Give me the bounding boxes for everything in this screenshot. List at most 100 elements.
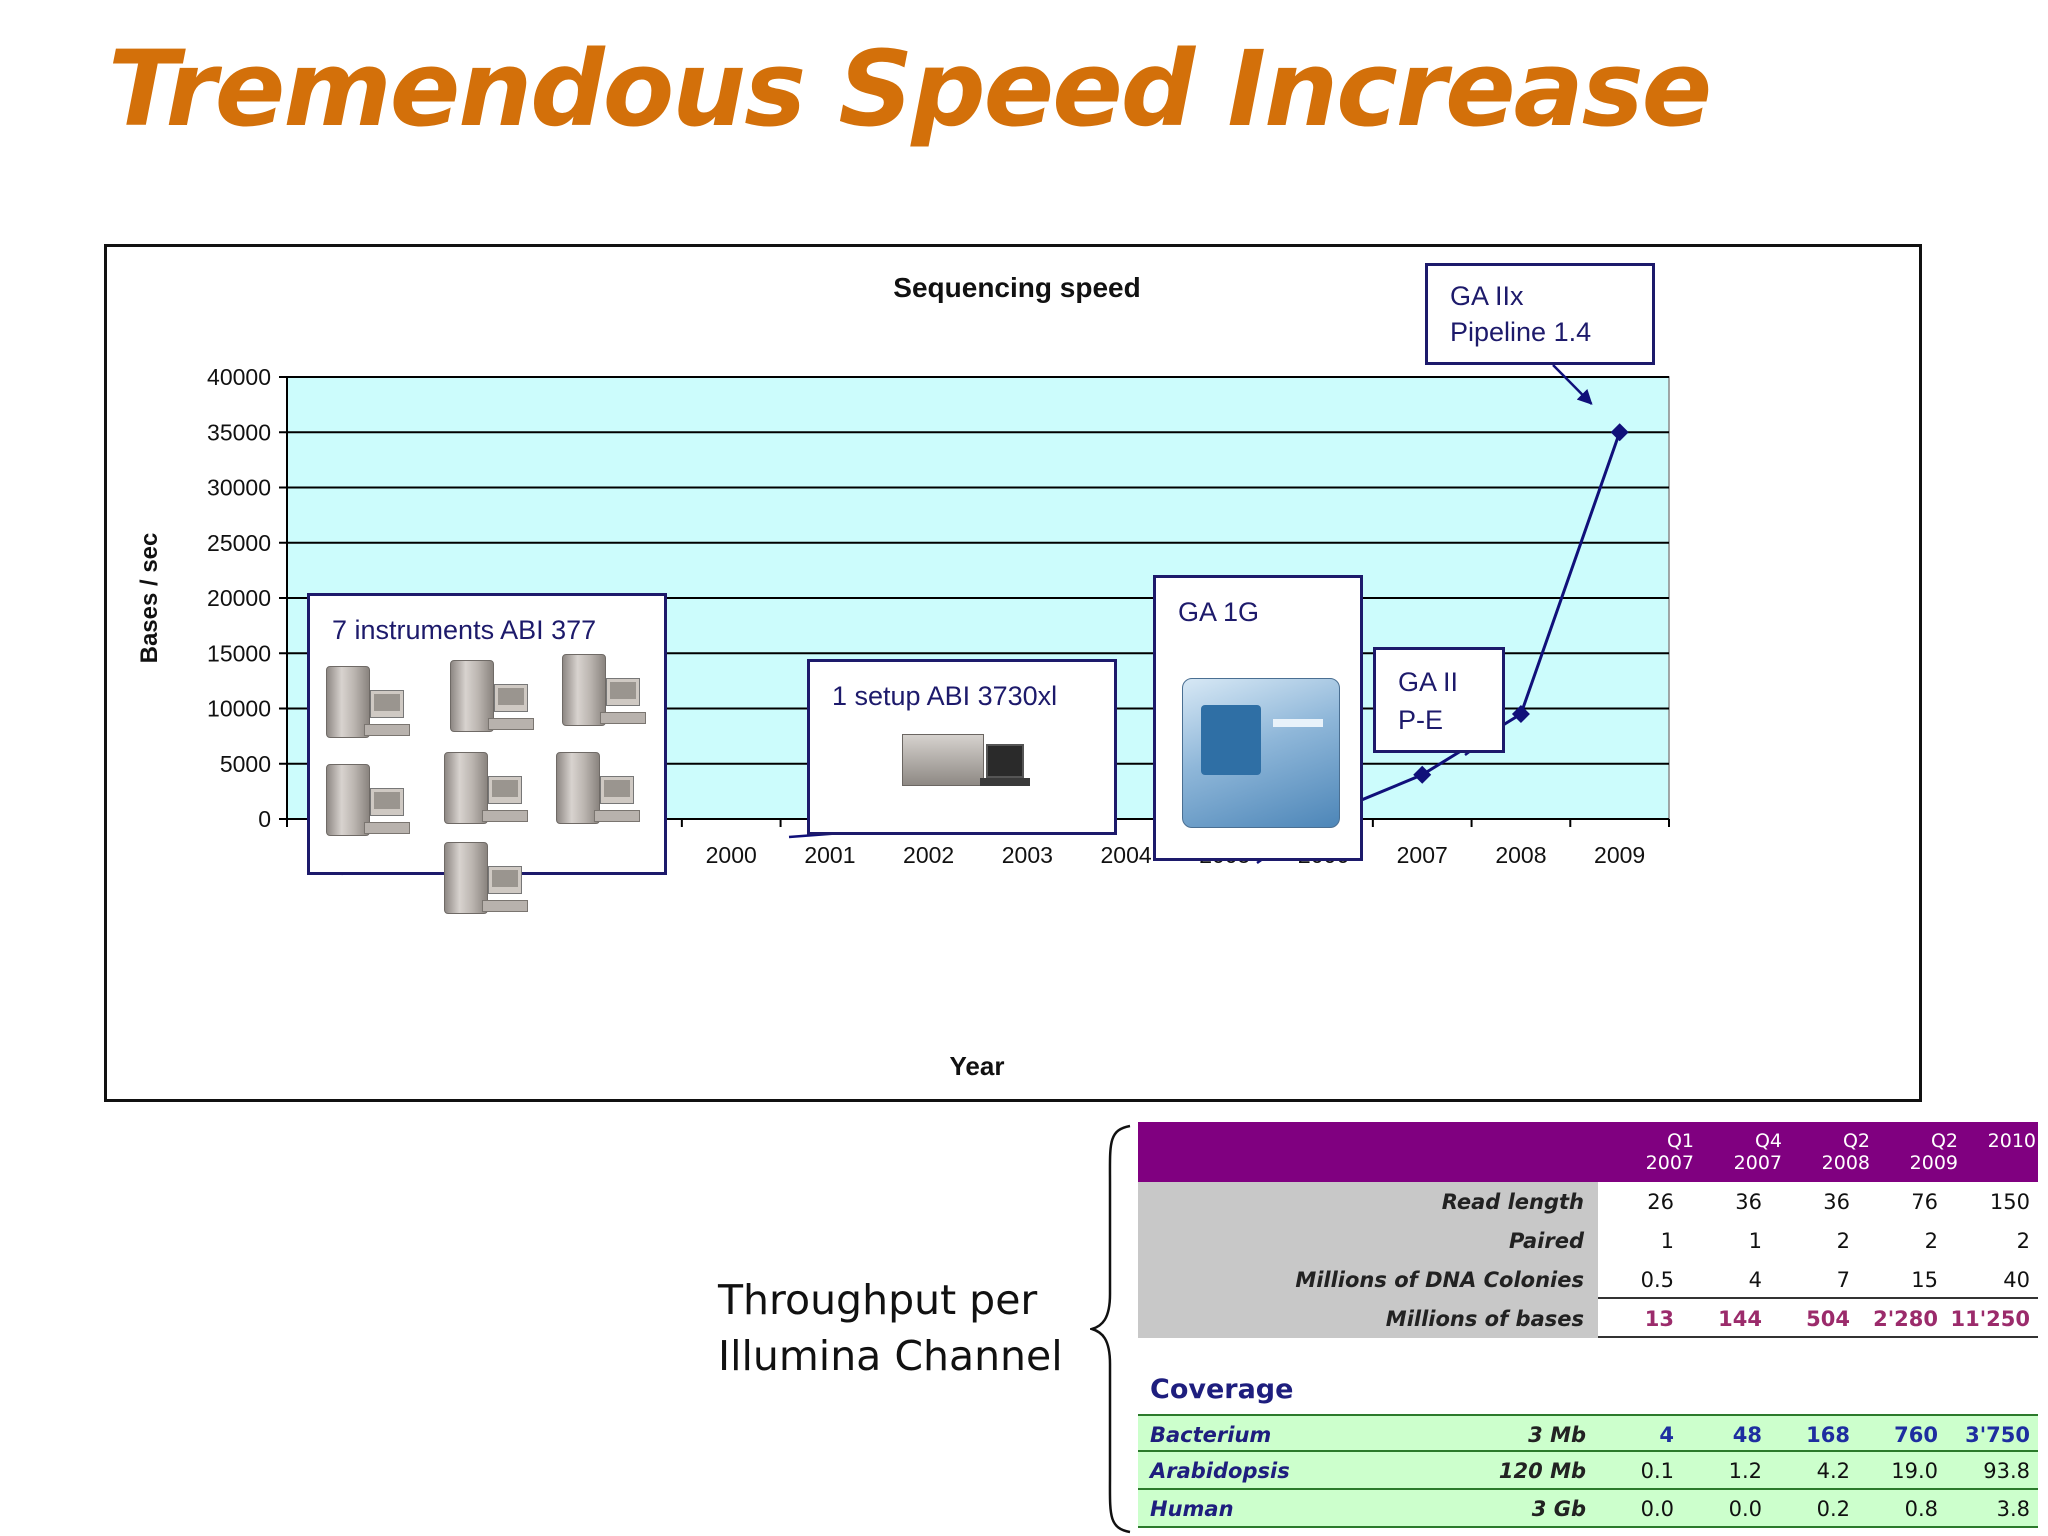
column-header: Q1 2007	[1645, 1130, 1694, 1174]
y-tick-label: 35000	[207, 419, 271, 445]
coverage-genome-size: 3 Gb	[1531, 1497, 1586, 1521]
row-label: Read length	[1441, 1190, 1584, 1214]
y-tick-label: 15000	[207, 640, 271, 666]
callout-ga-ii-pe: GA II P-E	[1373, 647, 1505, 753]
table-cell: 48	[1732, 1423, 1762, 1447]
coverage-row: Bacterium 3 Mb 4 48 168 760 3'750	[1138, 1414, 2038, 1452]
callout-ga-iix: GA IIx Pipeline 1.4	[1425, 263, 1655, 365]
table-cell: 0.8	[1904, 1497, 1938, 1521]
callout-abi-3730xl-text: 1 setup ABI 3730xl	[832, 681, 1058, 711]
table-cell: 11'250	[1950, 1307, 2031, 1331]
x-tick-label: 2001	[804, 842, 855, 868]
coverage-organism: Human	[1150, 1497, 1234, 1521]
x-tick-label: 2003	[1002, 842, 1053, 868]
data-point-2007	[1413, 765, 1432, 784]
y-tick-label: 20000	[207, 585, 271, 611]
coverage-title: Coverage	[1150, 1374, 1294, 1405]
table-cell: 36	[1735, 1190, 1762, 1214]
table-cell: 168	[1806, 1423, 1850, 1447]
column-header: 2010	[1987, 1130, 2036, 1152]
brace-label: Throughput per Illumina Channel	[718, 1272, 1063, 1384]
callout-ga-iix-line2: Pipeline 1.4	[1450, 317, 1592, 347]
column-header: Q4 2007	[1733, 1130, 1782, 1174]
brace	[1090, 1124, 1131, 1534]
table-row-millions-of-bases: Millions of bases 13 144 504 2'280 11'25…	[1138, 1299, 2038, 1338]
table-cell: 13	[1644, 1307, 1674, 1331]
chart-title: Sequencing speed	[893, 272, 1140, 303]
y-tick-label: 5000	[220, 751, 271, 777]
table-cell: 7	[1836, 1268, 1850, 1292]
table-cell: 1	[1660, 1229, 1674, 1253]
y-tick-label: 0	[258, 806, 271, 832]
table-cell: 0.2	[1816, 1497, 1850, 1521]
x-tick-label: 2008	[1495, 842, 1546, 868]
brace-label-line2: Illumina Channel	[718, 1332, 1063, 1380]
table-cell: 19.0	[1891, 1459, 1938, 1483]
table-cell: 0.0	[1728, 1497, 1762, 1521]
table-cell: 26	[1647, 1190, 1674, 1214]
row-label: Paired	[1508, 1229, 1584, 1253]
table-cell: 1	[1748, 1229, 1762, 1253]
table-cell: 760	[1894, 1423, 1938, 1447]
coverage-row: Arabidopsis 120 Mb 0.1 1.2 4.2 19.0 93.8	[1138, 1452, 2038, 1490]
table-cell: 0.5	[1640, 1268, 1674, 1292]
table-cell: 2'280	[1873, 1307, 1938, 1331]
table-cell: 76	[1911, 1190, 1938, 1214]
x-tick-label: 2004	[1100, 842, 1151, 868]
table-cell: 4	[1748, 1268, 1762, 1292]
table-cell: 3.8	[1996, 1497, 2030, 1521]
x-tick-label: 2007	[1397, 842, 1448, 868]
coverage-organism: Bacterium	[1150, 1423, 1272, 1447]
table-cell: 0.1	[1640, 1459, 1674, 1483]
y-tick-label: 30000	[207, 475, 271, 501]
table-cell: 3'750	[1965, 1423, 2030, 1447]
callout-abi-3730xl: 1 setup ABI 3730xl	[807, 659, 1117, 835]
callout-abi-377: 7 instruments ABI 377	[307, 593, 667, 914]
row-label: Millions of DNA Colonies	[1295, 1268, 1584, 1292]
table-cell: 1.2	[1728, 1459, 1762, 1483]
coverage-genome-size: 3 Mb	[1528, 1423, 1586, 1447]
x-axis-title: Year	[950, 1051, 1005, 1081]
table-cell: 2	[1924, 1229, 1938, 1253]
table-cell: 150	[1989, 1190, 2030, 1214]
ga-1g-illustration	[1182, 678, 1340, 828]
table-cell: 2	[2016, 1229, 2030, 1253]
table-cell: 40	[2003, 1268, 2030, 1292]
table-cell: 15	[1911, 1268, 1938, 1292]
table-cell: 504	[1806, 1307, 1850, 1331]
y-tick-label: 40000	[207, 364, 271, 390]
table-cell: 93.8	[1983, 1459, 2030, 1483]
x-tick-label: 2000	[706, 842, 757, 868]
table-row: Millions of DNA Colonies 0.5 4 7 15 40	[1138, 1260, 2038, 1299]
table-row: Read length 26 36 36 76 150	[1138, 1182, 2038, 1221]
callout-abi-377-text: 7 instruments ABI 377	[332, 615, 597, 645]
data-point-2008	[1511, 705, 1530, 724]
data-point-2009	[1610, 423, 1629, 442]
brace-label-line1: Throughput per	[718, 1276, 1038, 1324]
table-cell: 4	[1659, 1423, 1674, 1447]
x-tick-label: 2002	[903, 842, 954, 868]
y-tick-label: 10000	[207, 696, 271, 722]
callout-ga-1g: GA 1G	[1153, 575, 1363, 861]
callout-ga-iix-line1: GA IIx	[1450, 281, 1524, 311]
chart-frame: 0 5000 10000 15000 20000 25000 30000 35000 40000…	[104, 244, 1922, 1102]
table-cell: 144	[1718, 1307, 1762, 1331]
x-tick-label: 2009	[1594, 842, 1645, 868]
column-header: Q2 2009	[1909, 1130, 1958, 1174]
callout-ga-ii-pe-line1: GA II	[1398, 667, 1459, 697]
y-axis-title: Bases / sec	[136, 533, 163, 664]
coverage-row: Human 3 Gb 0.0 0.0 0.2 0.8 3.8	[1138, 1490, 2038, 1528]
coverage-organism: Arabidopsis	[1150, 1459, 1290, 1483]
slide-title: Tremendous Speed Increase	[108, 28, 1712, 150]
column-header: Q2 2008	[1821, 1130, 1870, 1174]
table-cell: 0.0	[1640, 1497, 1674, 1521]
y-tick-label: 25000	[207, 530, 271, 556]
annotation-arrow	[1552, 364, 1593, 405]
callout-ga-1g-text: GA 1G	[1178, 597, 1260, 627]
table-cell: 4.2	[1816, 1459, 1850, 1483]
table-header: Q1 2007 Q4 2007 Q2 2008 Q2 2009 2010	[1138, 1122, 2038, 1182]
table-cell: 2	[1836, 1229, 1850, 1253]
table-cell: 36	[1823, 1190, 1850, 1214]
coverage-genome-size: 120 Mb	[1498, 1459, 1586, 1483]
callout-ga-ii-pe-line2: P-E	[1398, 705, 1444, 735]
